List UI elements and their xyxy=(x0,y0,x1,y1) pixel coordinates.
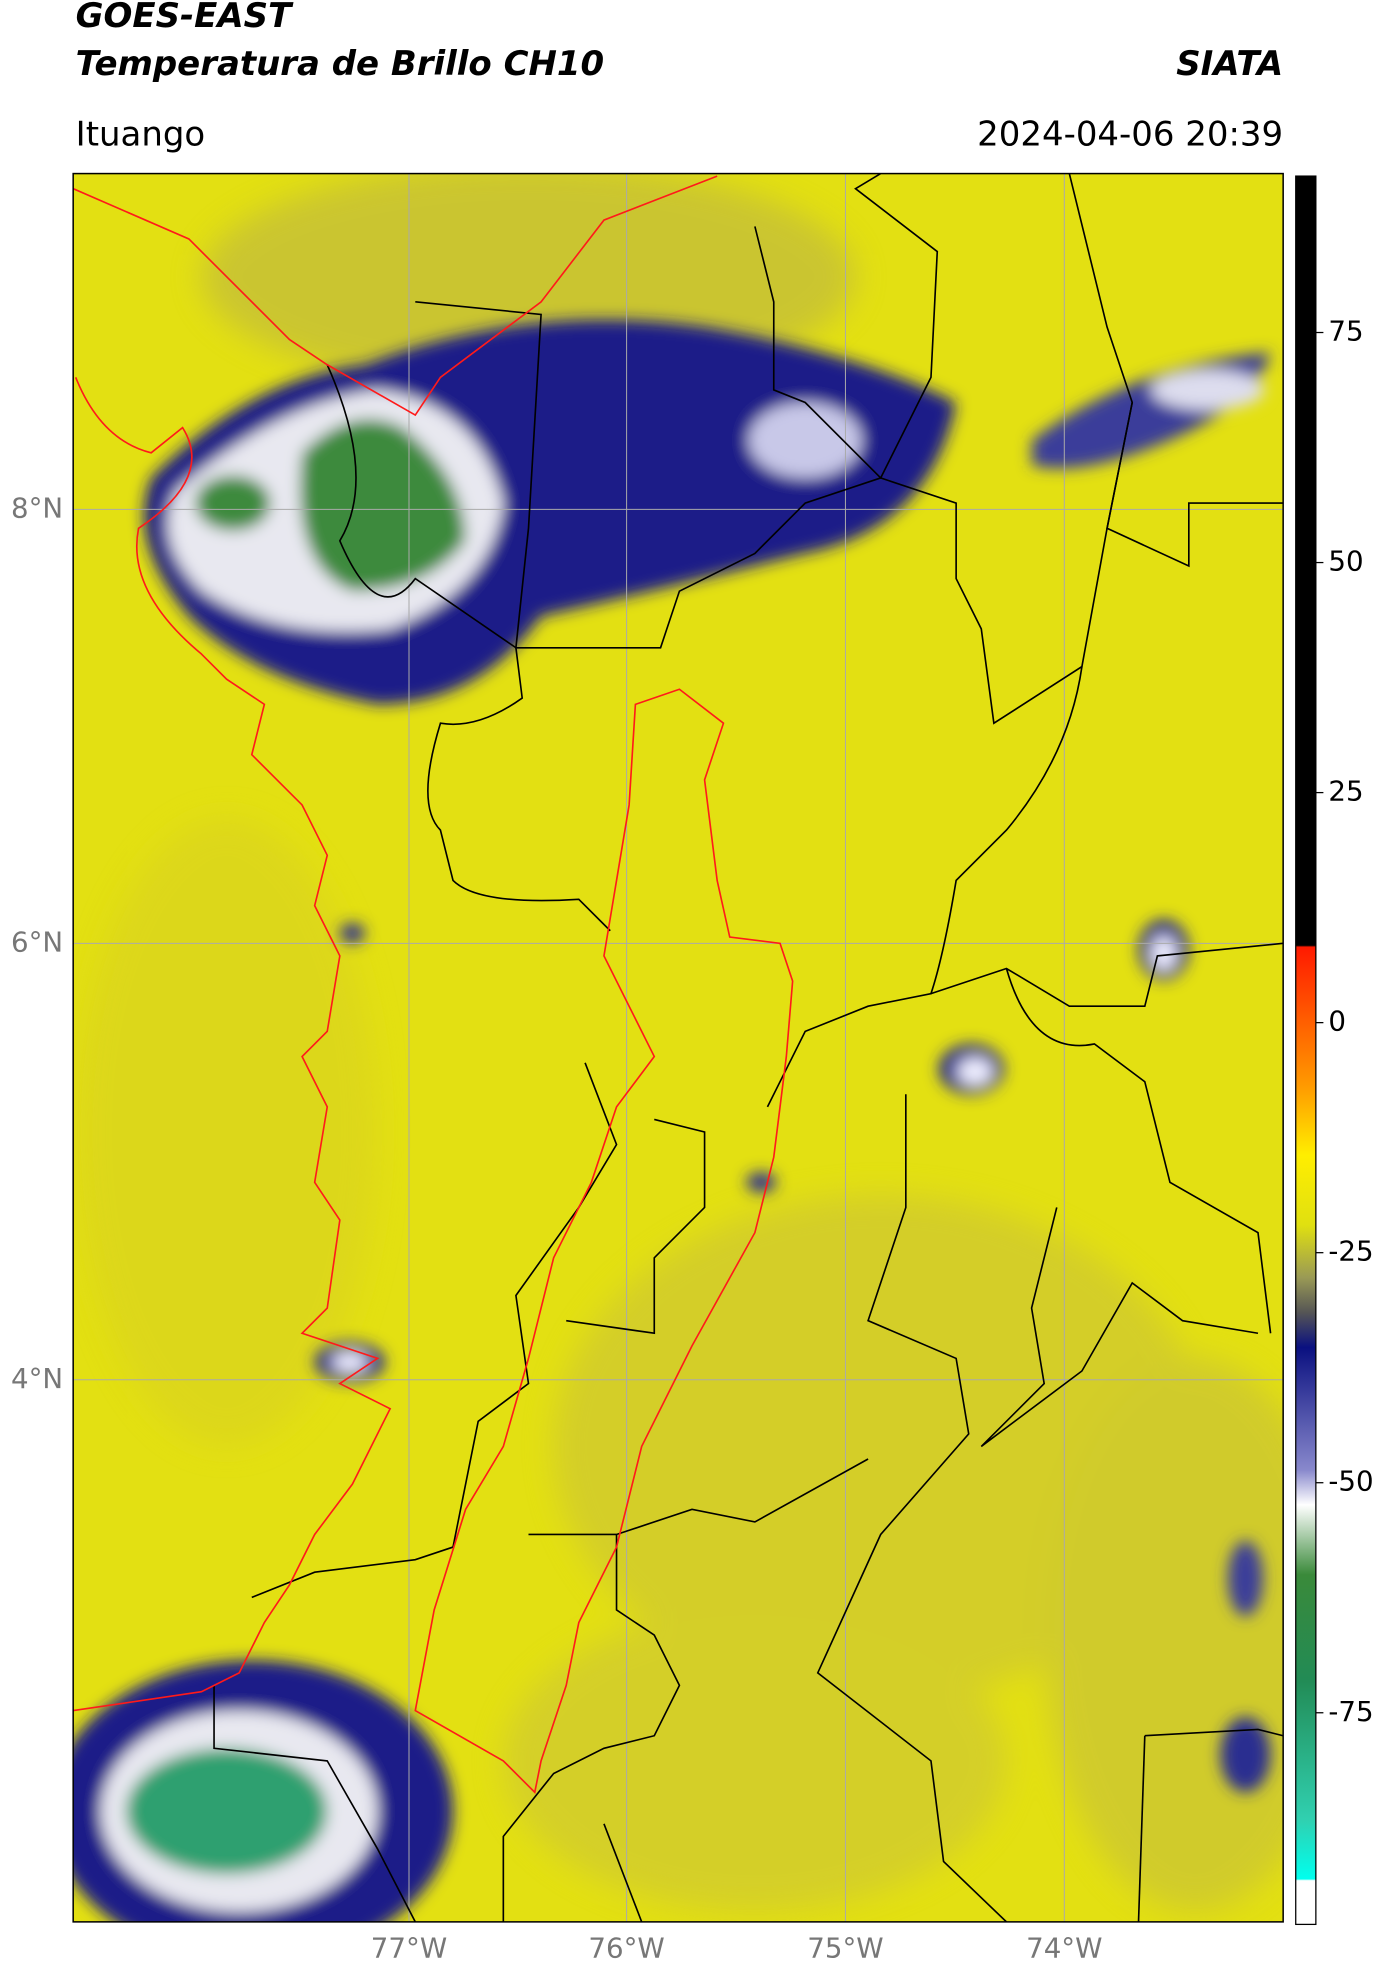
location: Ituango xyxy=(76,114,206,154)
colorbar-tick-label: -75 xyxy=(1328,1695,1373,1728)
colorbar-tick-label: 75 xyxy=(1328,315,1363,348)
lon-label: 75°W xyxy=(807,1932,883,1965)
colorbar-tick-label: 50 xyxy=(1328,545,1363,578)
lon-label: 76°W xyxy=(588,1932,664,1965)
colorbar-ticks: 75 50 25 0 -25 -50 -75 xyxy=(1315,315,1374,1728)
graticule xyxy=(73,173,1284,1922)
map-frame xyxy=(72,172,1284,1923)
lat-label: 4°N xyxy=(11,1362,63,1395)
lon-labels: 77°W 76°W 75°W 74°W xyxy=(371,1932,1103,1965)
admin-boundaries xyxy=(213,173,1284,1922)
coastline-basin xyxy=(73,175,794,1794)
lat-label: 8°N xyxy=(11,491,63,524)
datetime: 2024-04-06 20:39 xyxy=(977,114,1283,154)
title: GOES-EAST xyxy=(76,0,294,36)
colorbar-tick-label: 0 xyxy=(1328,1005,1346,1038)
colorbar-tick-label: -50 xyxy=(1328,1465,1373,1498)
lat-labels: 8°N 6°N 4°N xyxy=(11,491,63,1394)
lat-label: 6°N xyxy=(11,925,63,958)
subtitle: Temperatura de Brillo CH10 xyxy=(76,44,604,84)
colorbar-tick-label: 25 xyxy=(1328,775,1363,808)
colorbar-tick-label: -25 xyxy=(1328,1235,1373,1268)
brand: SIATA xyxy=(1176,44,1283,84)
lon-label: 74°W xyxy=(1026,1932,1102,1965)
colorbar xyxy=(1295,175,1317,1926)
lon-label: 77°W xyxy=(371,1932,447,1965)
map xyxy=(73,173,1284,1922)
